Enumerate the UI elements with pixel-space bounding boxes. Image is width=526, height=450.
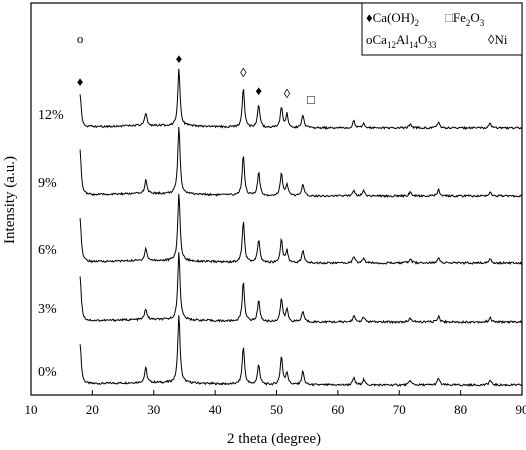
legend-entry-fe2o3: □Fe2O3: [445, 10, 485, 28]
legend-entry-ni: ◊Ni: [488, 32, 508, 47]
peak-marker-icon: ◊: [284, 86, 291, 101]
x-tick-label: 10: [25, 402, 38, 417]
plot-frame: [30, 2, 523, 396]
series-line-12pct: [79, 68, 523, 130]
x-tick-label: 70: [393, 402, 406, 417]
peak-marker-icon: □: [307, 92, 315, 107]
series-label: 3%: [38, 302, 57, 317]
series-label: 9%: [38, 176, 57, 191]
peak-marker-icon: ♦: [77, 74, 84, 89]
legend: ♦Ca(OH)2 □Fe2O3 οCa12Al14O33 ◊Ni: [361, 2, 523, 56]
series-group: 0% 3% 6% 9% 12%: [38, 68, 523, 388]
x-tick-label: 80: [454, 402, 467, 417]
square-open-icon: □: [445, 10, 453, 25]
x-tick-label: 90: [516, 402, 526, 417]
diamond-filled-icon: ♦: [366, 10, 373, 25]
x-tick-label: 50: [270, 402, 283, 417]
circle-open-icon: ο: [366, 32, 373, 47]
peak-marker-icon: ο: [77, 31, 84, 46]
peak-marker-icon: ♦: [255, 83, 262, 98]
x-tick-label: 30: [147, 402, 160, 417]
x-tick-label: 40: [209, 402, 222, 417]
series-label: 12%: [38, 108, 64, 123]
x-tick-label: 60: [331, 402, 344, 417]
legend-box: [361, 2, 523, 56]
legend-entry-caoh2: ♦Ca(OH)2: [366, 10, 419, 28]
series-line-0pct: [79, 315, 523, 388]
series-line-3pct: [79, 252, 523, 325]
legend-entry-mayenite: οCa12Al14O33: [366, 32, 437, 50]
peak-marker-icon: ◊: [240, 65, 247, 80]
x-axis-label: 2 theta (degree): [227, 431, 321, 447]
x-tick-label: 20: [86, 402, 99, 417]
y-axis-label: Intensity (a.u.): [2, 156, 18, 244]
series-label: 0%: [38, 365, 57, 380]
peak-marker-icon: ♦: [176, 51, 183, 66]
series-line-6pct: [79, 193, 523, 266]
series-label: 6%: [38, 243, 57, 258]
x-ticks: 10 20 30 40 50 60 70 80 90: [25, 390, 526, 417]
peak-annotations: ο ♦ ♦ ◊ ♦ ◊ □: [77, 31, 315, 107]
series-line-9pct: [79, 126, 523, 199]
diamond-open-icon: ◊: [488, 32, 495, 47]
